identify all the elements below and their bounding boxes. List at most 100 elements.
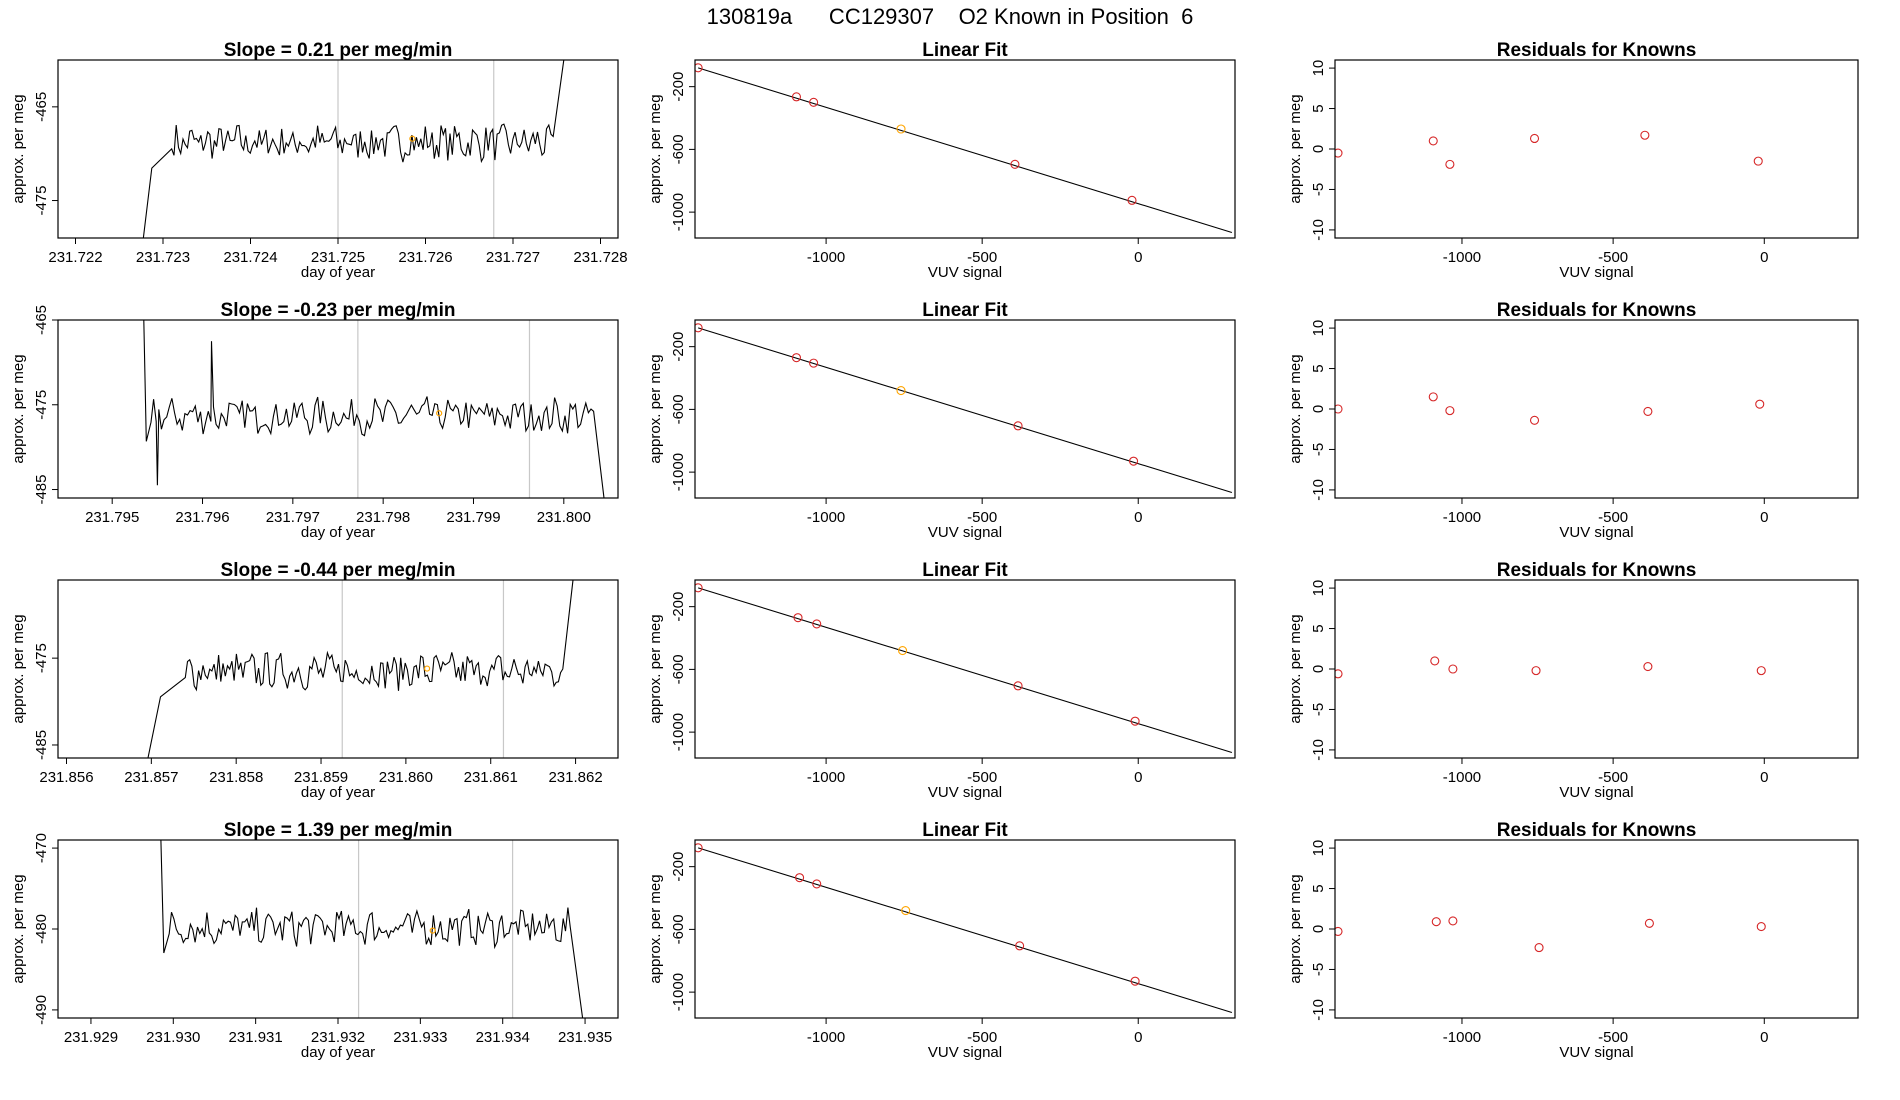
plot-area — [695, 583, 1233, 754]
y-tick-label: -5 — [1310, 183, 1327, 196]
plot-frame — [694, 59, 1236, 239]
data-point — [1756, 666, 1766, 676]
panel-time-series-row3: Slope = -0.44 per meg/min 231.856 231.857 2… — [10, 560, 619, 801]
x-axis-label: day of year — [301, 524, 375, 541]
x-tick-label: 231.797 — [266, 509, 320, 526]
x-tick-label: 231.930 — [146, 1029, 200, 1046]
y-tick-label: -200 — [670, 592, 687, 622]
plot-area — [1335, 916, 1766, 953]
y-tick-label: -5 — [1310, 703, 1327, 716]
y-axis-label: approx. per meg — [10, 614, 27, 723]
data-point — [791, 92, 801, 102]
y-tick-label: -5 — [1310, 963, 1327, 976]
x-tick-label: 231.859 — [294, 769, 348, 786]
plot-title: Linear Fit — [922, 820, 1008, 841]
data-point — [1756, 922, 1766, 932]
panel-residuals-row2: Residuals for Knowns -1000 -500 0 10 5 0 -5 -10 V… — [1287, 300, 1859, 541]
data-point — [695, 63, 703, 73]
y-tick-label: -1000 — [670, 453, 687, 491]
x-tick-label: 231.726 — [398, 249, 452, 266]
y-tick-label: -600 — [670, 914, 687, 944]
y-tick-label: 5 — [1310, 364, 1327, 372]
sample-marker — [423, 665, 431, 672]
plot-frame — [57, 579, 619, 759]
plot-frame — [1334, 579, 1859, 759]
y-tick-label: 5 — [1310, 884, 1327, 892]
data-point — [896, 124, 906, 134]
plot-area — [160, 840, 584, 1018]
x-tick-label: 0 — [1134, 769, 1142, 786]
panel-residuals-row1: Residuals for Knowns -1000 -500 0 10 5 0 -5 -10 V… — [1287, 40, 1859, 281]
plot-title: Slope = 0.21 per meg/min — [224, 40, 453, 61]
y-tick-label: -1000 — [670, 973, 687, 1011]
y-tick-label: -480 — [33, 914, 50, 944]
data-point — [1445, 159, 1455, 169]
data-point — [901, 906, 911, 916]
fit-line — [697, 847, 1233, 1014]
data-point — [1013, 421, 1023, 431]
data-point — [896, 386, 906, 396]
time-series-line — [143, 320, 605, 498]
panel-time-series-row2: Slope = -0.23 per meg/min 231.795 231.796 2… — [10, 300, 619, 541]
plot-title: Residuals for Knowns — [1497, 560, 1697, 581]
y-tick-label: -200 — [670, 72, 687, 102]
plot-area — [1335, 392, 1765, 425]
y-axis-label: approx. per meg — [10, 874, 27, 983]
plot-title: Linear Fit — [922, 40, 1008, 61]
plot-area — [143, 320, 605, 498]
y-tick-label: 5 — [1310, 104, 1327, 112]
plot-frame — [1334, 839, 1859, 1019]
data-point — [695, 843, 703, 853]
x-tick-label: 231.724 — [223, 249, 277, 266]
x-tick-label: 231.800 — [537, 509, 591, 526]
data-point — [812, 879, 822, 889]
x-tick-label: 231.934 — [476, 1029, 530, 1046]
x-axis-label: VUV signal — [928, 264, 1002, 281]
data-point — [695, 323, 703, 333]
x-tick-label: 0 — [1760, 509, 1768, 526]
y-tick-label: -485 — [33, 730, 50, 760]
data-point — [795, 873, 805, 883]
y-tick-label: 10 — [1310, 60, 1327, 77]
y-tick-label: -1000 — [670, 193, 687, 231]
data-point — [791, 353, 801, 363]
y-tick-label: -485 — [33, 475, 50, 505]
y-tick-label: -200 — [670, 852, 687, 882]
y-tick-label: -475 — [33, 390, 50, 420]
plot-title: Linear Fit — [922, 300, 1008, 321]
data-point — [1015, 941, 1025, 951]
x-tick-label: 231.725 — [311, 249, 365, 266]
data-point — [1448, 664, 1458, 674]
plot-area — [147, 580, 574, 758]
x-tick-label: 231.935 — [558, 1029, 612, 1046]
data-point — [1448, 916, 1458, 926]
x-tick-label: 231.727 — [486, 249, 540, 266]
x-tick-label: 0 — [1760, 1029, 1768, 1046]
data-point — [1531, 666, 1541, 676]
data-point — [1445, 406, 1455, 416]
data-point — [1753, 156, 1763, 166]
fit-line — [697, 327, 1233, 494]
data-point — [1644, 918, 1654, 928]
x-tick-label: -1000 — [807, 509, 845, 526]
x-axis-label: VUV signal — [1559, 784, 1633, 801]
panel-linear-fit-row4: Linear Fit -1000 -500 0 -200 -600 -1000 VUV sig… — [647, 820, 1236, 1061]
y-axis-label: approx. per meg — [10, 94, 27, 203]
data-point — [1643, 662, 1653, 672]
y-tick-label: 5 — [1310, 624, 1327, 632]
x-tick-label: 0 — [1134, 509, 1142, 526]
x-tick-label: 0 — [1760, 249, 1768, 266]
panel-residuals-row3: Residuals for Knowns -1000 -500 0 10 5 0 -5 -10 V… — [1287, 560, 1859, 801]
x-tick-label: -500 — [967, 1029, 997, 1046]
x-tick-label: 231.722 — [48, 249, 102, 266]
data-point — [1755, 399, 1765, 409]
y-axis-label: approx. per meg — [647, 354, 664, 463]
y-tick-label: -10 — [1310, 999, 1327, 1021]
data-point — [809, 358, 819, 368]
x-axis-label: VUV signal — [928, 1044, 1002, 1061]
y-tick-label: -600 — [670, 654, 687, 684]
x-tick-label: 231.799 — [446, 509, 500, 526]
data-point — [1130, 716, 1140, 726]
y-tick-label: 0 — [1310, 145, 1327, 153]
y-tick-label: -470 — [33, 833, 50, 863]
